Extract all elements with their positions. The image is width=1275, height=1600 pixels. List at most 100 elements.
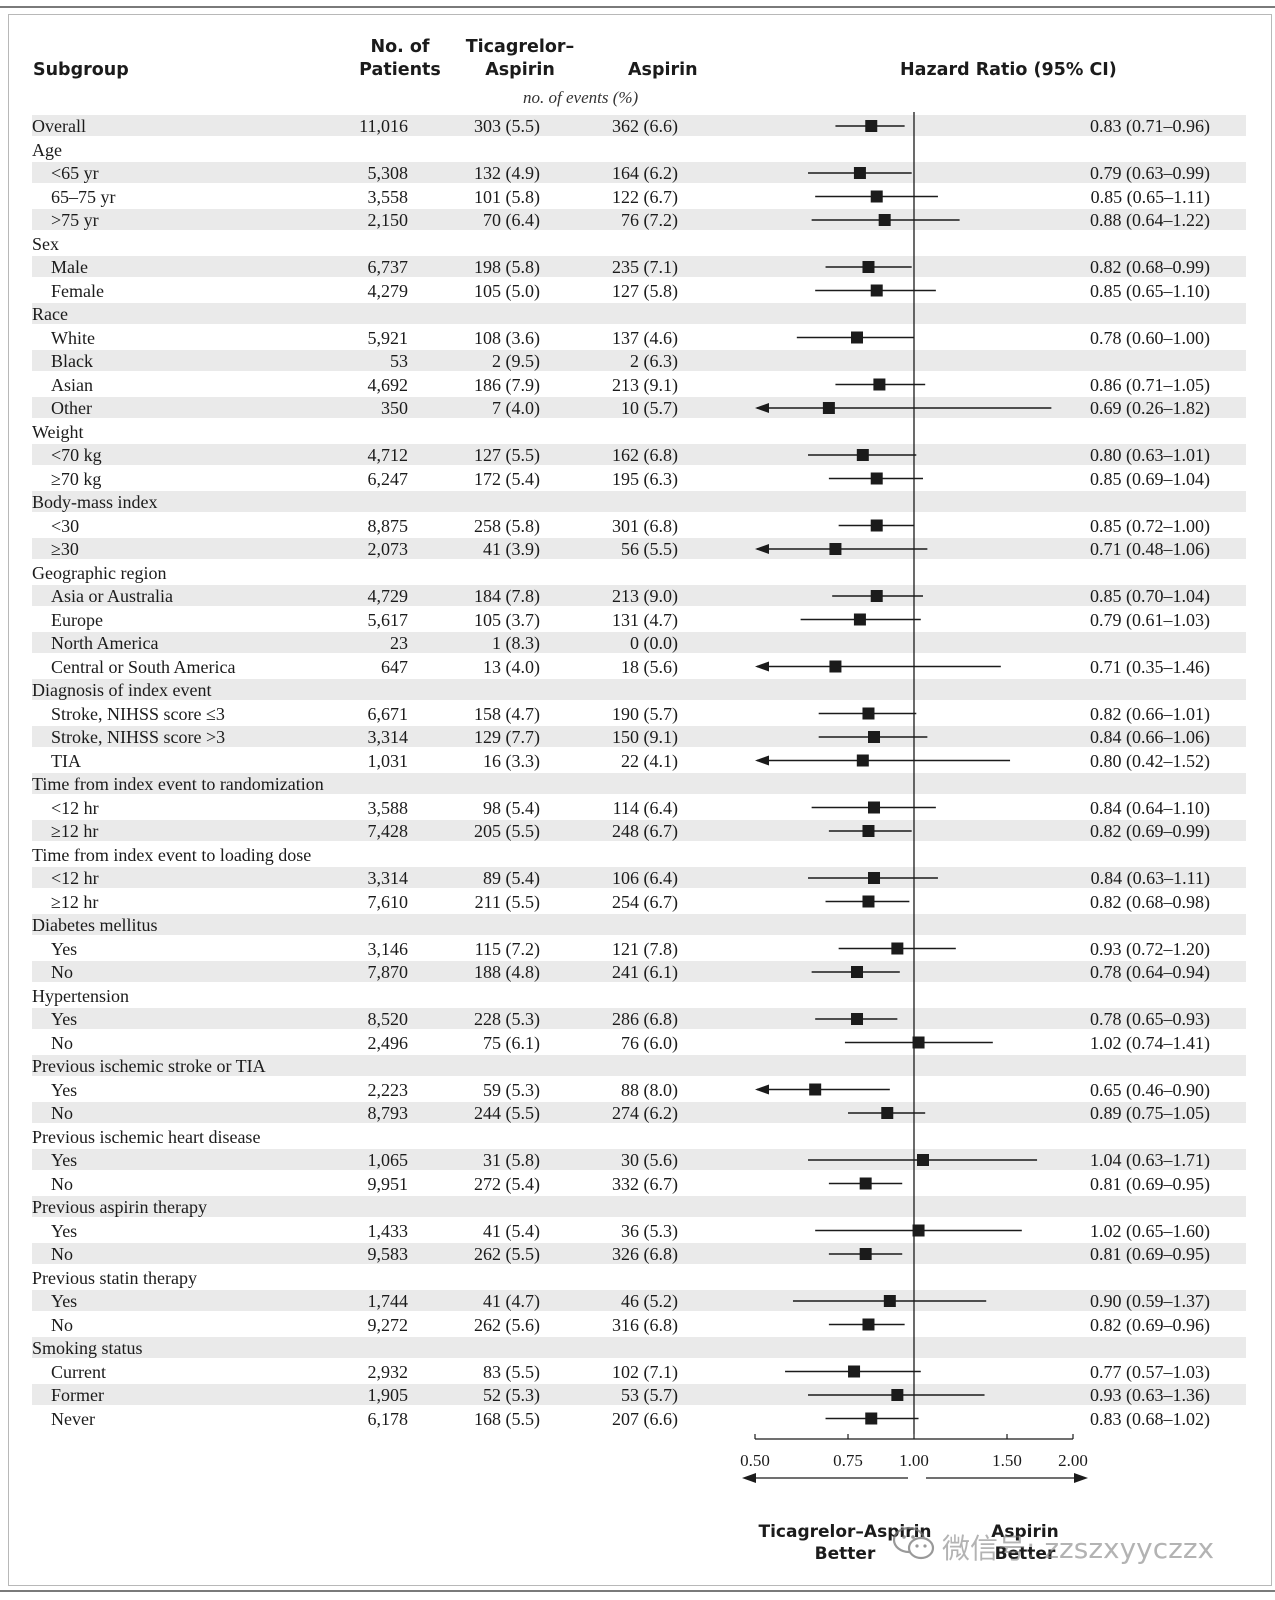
category-label: Sex xyxy=(32,233,59,254)
hr-marker xyxy=(829,543,842,555)
subgroup-label: No xyxy=(51,1173,73,1194)
subgroup-label: White xyxy=(51,327,95,348)
row-band xyxy=(32,726,1246,747)
hazard-ratio-cell: 0.80 (0.63–1.01) xyxy=(1090,445,1210,465)
ticagrelor-cell: 198 (5.8) xyxy=(474,257,540,277)
row-band xyxy=(32,538,1246,559)
patients-cell: 6,737 xyxy=(367,257,409,277)
subgroup-label: <12 hr xyxy=(51,868,99,888)
ticagrelor-cell: 108 (3.6) xyxy=(474,327,540,348)
aspirin-cell: 22 (4.1) xyxy=(621,750,678,771)
patients-cell: 3,314 xyxy=(367,868,409,888)
patients-cell: 5,921 xyxy=(367,327,409,348)
hr-marker xyxy=(881,1107,894,1119)
hazard-ratio-cell: 0.93 (0.72–1.20) xyxy=(1090,938,1210,959)
patients-cell: 647 xyxy=(381,656,408,677)
patients-cell: 7,428 xyxy=(367,821,409,841)
x-tick-label: 2.00 xyxy=(1058,1451,1088,1470)
header-hazard-ratio: Hazard Ratio (95% CI) xyxy=(900,60,1117,80)
patients-cell: 2,932 xyxy=(367,1361,409,1382)
hazard-ratio-cell: 0.84 (0.66–1.06) xyxy=(1090,727,1210,747)
hazard-ratio-cell: 0.93 (0.63–1.36) xyxy=(1090,1385,1210,1405)
aspirin-cell: 102 (7.1) xyxy=(612,1361,678,1382)
subgroup-label: No xyxy=(51,1314,73,1335)
hr-marker xyxy=(870,190,883,203)
aspirin-cell: 254 (6.7) xyxy=(612,891,678,912)
subgroup-label: No xyxy=(51,1032,73,1053)
hazard-ratio-cell: 0.81 (0.69–0.95) xyxy=(1090,1173,1210,1194)
hr-marker xyxy=(862,1318,875,1331)
category-label: Time from index event to loading dose xyxy=(32,844,312,865)
hazard-ratio-cell: 0.79 (0.61–1.03) xyxy=(1090,609,1210,630)
patients-cell: 1,433 xyxy=(367,1220,409,1241)
ticagrelor-cell: 105 (5.0) xyxy=(474,280,540,301)
patients-cell: 8,875 xyxy=(367,515,409,536)
patients-cell: 9,951 xyxy=(367,1173,409,1194)
row-band xyxy=(32,914,1246,935)
ticagrelor-cell: 41 (4.7) xyxy=(483,1291,540,1311)
patients-cell: 6,247 xyxy=(367,468,409,489)
aspirin-cell: 326 (6.8) xyxy=(612,1244,678,1264)
patients-cell: 3,558 xyxy=(367,186,409,207)
aspirin-cell: 213 (9.1) xyxy=(612,374,678,395)
ticagrelor-cell: 70 (6.4) xyxy=(483,210,540,230)
ticagrelor-cell: 228 (5.3) xyxy=(474,1009,540,1029)
patients-cell: 2,223 xyxy=(367,1079,409,1100)
ticagrelor-cell: 89 (5.4) xyxy=(483,868,540,888)
aspirin-cell: 18 (5.6) xyxy=(621,656,678,677)
subgroup-label: ≥30 xyxy=(51,539,79,559)
hr-marker xyxy=(883,1295,896,1307)
patients-cell: 4,712 xyxy=(367,445,409,465)
row-band xyxy=(32,162,1246,183)
left-direction-arrow xyxy=(742,1473,756,1483)
ticagrelor-cell: 13 (4.0) xyxy=(483,656,540,677)
ticagrelor-cell: 205 (5.5) xyxy=(474,821,540,841)
right-direction-arrow xyxy=(1074,1473,1088,1483)
row-band xyxy=(32,491,1246,512)
patients-cell: 23 xyxy=(390,633,408,653)
subgroup-label: ≥12 hr xyxy=(51,891,99,912)
ticagrelor-cell: 172 (5.4) xyxy=(474,468,540,489)
subgroup-label: 65–75 yr xyxy=(51,186,116,207)
hazard-ratio-cell: 0.83 (0.68–1.02) xyxy=(1090,1408,1210,1429)
x-tick-label: 0.50 xyxy=(740,1451,770,1470)
aspirin-cell: 150 (9.1) xyxy=(612,727,678,747)
hr-marker xyxy=(859,1177,872,1190)
aspirin-cell: 301 (6.8) xyxy=(612,515,678,536)
subgroup-label: Black xyxy=(51,351,93,371)
ticagrelor-cell: 16 (3.3) xyxy=(483,750,540,771)
wechat-icon xyxy=(892,1526,935,1560)
hr-marker xyxy=(891,1389,904,1401)
ticagrelor-cell: 41 (5.4) xyxy=(483,1220,540,1241)
ticagrelor-cell: 158 (4.7) xyxy=(474,703,540,724)
subgroup-label: Stroke, NIHSS score >3 xyxy=(51,727,226,747)
hr-marker xyxy=(829,660,842,673)
ci-arrow xyxy=(755,403,769,413)
patients-cell: 5,617 xyxy=(367,609,409,630)
hr-marker xyxy=(853,613,866,626)
hr-marker xyxy=(868,731,881,743)
patients-cell: 8,793 xyxy=(367,1103,409,1123)
ticagrelor-cell: 41 (3.9) xyxy=(483,539,540,559)
hazard-ratio-cell: 0.78 (0.65–0.93) xyxy=(1090,1009,1210,1029)
row-band xyxy=(32,1196,1246,1217)
ticagrelor-cell: 188 (4.8) xyxy=(474,962,540,982)
subgroup-label: Other xyxy=(51,398,92,418)
ticagrelor-cell: 59 (5.3) xyxy=(483,1079,540,1100)
hazard-ratio-cell: 0.90 (0.59–1.37) xyxy=(1090,1291,1210,1311)
ticagrelor-cell: 132 (4.9) xyxy=(474,163,540,183)
patients-cell: 5,308 xyxy=(367,163,409,183)
hazard-ratio-cell: 0.77 (0.57–1.03) xyxy=(1090,1361,1210,1382)
subgroup-label: >75 yr xyxy=(51,210,99,230)
aspirin-cell: 274 (6.2) xyxy=(612,1103,678,1123)
subgroup-label: Stroke, NIHSS score ≤3 xyxy=(51,703,225,724)
patients-cell: 4,729 xyxy=(367,586,409,606)
aspirin-cell: 332 (6.7) xyxy=(612,1173,678,1194)
header-ticagrelor-line1: Ticagrelor– xyxy=(465,37,575,57)
hazard-ratio-cell: 0.82 (0.68–0.98) xyxy=(1090,891,1210,912)
subgroup-label: Europe xyxy=(51,609,103,630)
category-label: Age xyxy=(32,139,62,160)
hr-marker xyxy=(851,1013,864,1025)
aspirin-cell: 131 (4.7) xyxy=(612,609,678,630)
ticagrelor-cell: 98 (5.4) xyxy=(483,797,540,818)
